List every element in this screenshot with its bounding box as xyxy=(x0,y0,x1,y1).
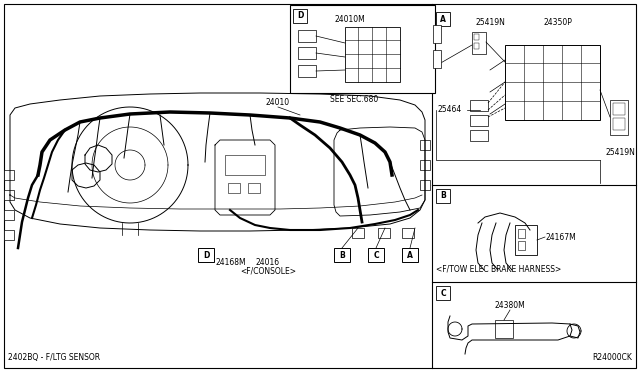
Bar xyxy=(298,30,316,42)
Bar xyxy=(334,248,350,262)
Bar xyxy=(4,230,14,240)
Text: 24167M: 24167M xyxy=(545,232,576,241)
Bar xyxy=(352,228,364,238)
Bar xyxy=(4,170,14,180)
Text: SEE SEC.680: SEE SEC.680 xyxy=(330,95,378,104)
Text: D: D xyxy=(297,12,303,20)
Text: 24010: 24010 xyxy=(266,98,290,107)
Bar xyxy=(248,183,260,193)
Text: <F/CONSOLE>: <F/CONSOLE> xyxy=(240,266,296,275)
Bar xyxy=(378,228,390,238)
Bar xyxy=(470,100,488,111)
Text: R24000CK: R24000CK xyxy=(592,353,632,362)
Bar xyxy=(402,248,418,262)
Bar xyxy=(613,103,625,115)
Bar xyxy=(518,229,525,238)
Bar xyxy=(228,183,240,193)
Bar xyxy=(470,130,488,141)
Bar xyxy=(436,189,450,203)
Bar xyxy=(474,34,479,40)
Text: C: C xyxy=(373,250,379,260)
Bar xyxy=(518,241,525,250)
Bar xyxy=(610,100,628,135)
Bar xyxy=(225,155,265,175)
Bar xyxy=(613,118,625,130)
Bar xyxy=(4,190,14,200)
Bar xyxy=(472,32,486,54)
Bar xyxy=(198,248,214,262)
Bar xyxy=(420,160,430,170)
Text: 24010M: 24010M xyxy=(335,15,365,24)
Text: A: A xyxy=(407,250,413,260)
Bar xyxy=(345,27,400,82)
Text: 24380M: 24380M xyxy=(495,301,525,310)
Bar xyxy=(293,9,307,23)
Text: 25464: 25464 xyxy=(438,106,462,115)
Text: C: C xyxy=(440,289,446,298)
Text: 25419N: 25419N xyxy=(476,18,506,27)
Text: <F/TOW ELEC BRAKE HARNESS>: <F/TOW ELEC BRAKE HARNESS> xyxy=(436,265,561,274)
Text: D: D xyxy=(203,250,209,260)
Bar xyxy=(420,140,430,150)
Bar xyxy=(433,50,441,68)
Bar xyxy=(433,25,441,43)
Text: 24016: 24016 xyxy=(256,258,280,267)
Bar xyxy=(436,12,450,26)
Bar xyxy=(402,228,414,238)
Bar xyxy=(420,180,430,190)
Bar xyxy=(495,320,513,338)
Bar xyxy=(436,286,450,300)
Text: B: B xyxy=(339,250,345,260)
Bar xyxy=(298,47,316,59)
Bar xyxy=(505,45,600,120)
Text: 25419N: 25419N xyxy=(606,148,636,157)
Text: 24168M: 24168M xyxy=(215,258,246,267)
Bar xyxy=(515,225,537,255)
Bar xyxy=(474,43,479,49)
Text: A: A xyxy=(440,15,446,23)
Bar xyxy=(4,210,14,220)
Bar xyxy=(368,248,384,262)
Bar xyxy=(470,115,488,126)
Bar xyxy=(298,65,316,77)
Text: 24350P: 24350P xyxy=(543,18,572,27)
Text: 2402BQ - F/LTG SENSOR: 2402BQ - F/LTG SENSOR xyxy=(8,353,100,362)
Bar xyxy=(290,5,435,93)
Text: B: B xyxy=(440,192,446,201)
